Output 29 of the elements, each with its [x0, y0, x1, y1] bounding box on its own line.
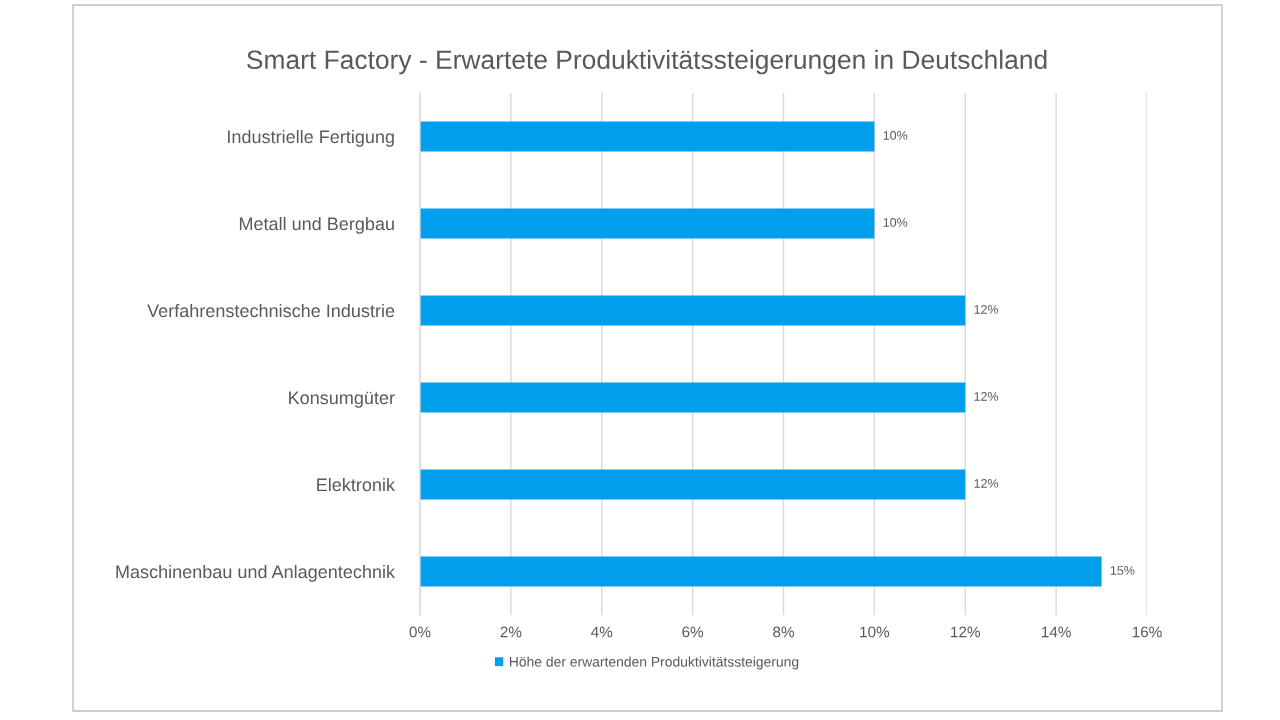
x-tick-label: 4%: [591, 626, 613, 638]
x-tick-label: 8%: [773, 626, 794, 638]
x-tick-label: 14%: [1042, 626, 1071, 638]
x-tick-label: 12%: [951, 626, 980, 638]
x-tick-label: 10%: [860, 626, 890, 638]
data-label: 12%: [974, 479, 999, 488]
bar: [420, 295, 966, 326]
data-label: 15%: [1110, 566, 1135, 575]
x-tick-label: 0%: [409, 626, 431, 638]
bar: [420, 382, 966, 413]
data-label: 10%: [883, 218, 908, 227]
y-tick-label: Elektronik: [317, 477, 396, 492]
y-tick-label: Verfahrenstechnische Industrie: [147, 303, 395, 318]
bar: [420, 208, 875, 239]
data-label: 12%: [974, 392, 999, 401]
x-tick-label: 16%: [1132, 626, 1162, 638]
y-tick-label: Maschinenbau und Anlagentechnik: [116, 564, 396, 582]
legend-label: Höhe der erwartenden Produktivitätssteigerung: [509, 656, 799, 670]
chart-title: Smart Factory - Erwartete Produktivitätssteigerungen in Deutschland: [247, 49, 1047, 75]
x-tick-label: 6%: [682, 626, 704, 638]
data-label: 12%: [974, 305, 999, 314]
y-tick-label: Metall und Bergbau: [239, 216, 394, 234]
bar: [420, 556, 1102, 587]
bar: [420, 121, 875, 152]
data-label: 10%: [883, 131, 908, 140]
x-tick-label: 2%: [500, 626, 522, 638]
y-tick-label: Industrielle Fertigung: [228, 129, 394, 147]
bar: [420, 469, 966, 500]
y-tick-label: Konsumgüter: [289, 391, 395, 408]
